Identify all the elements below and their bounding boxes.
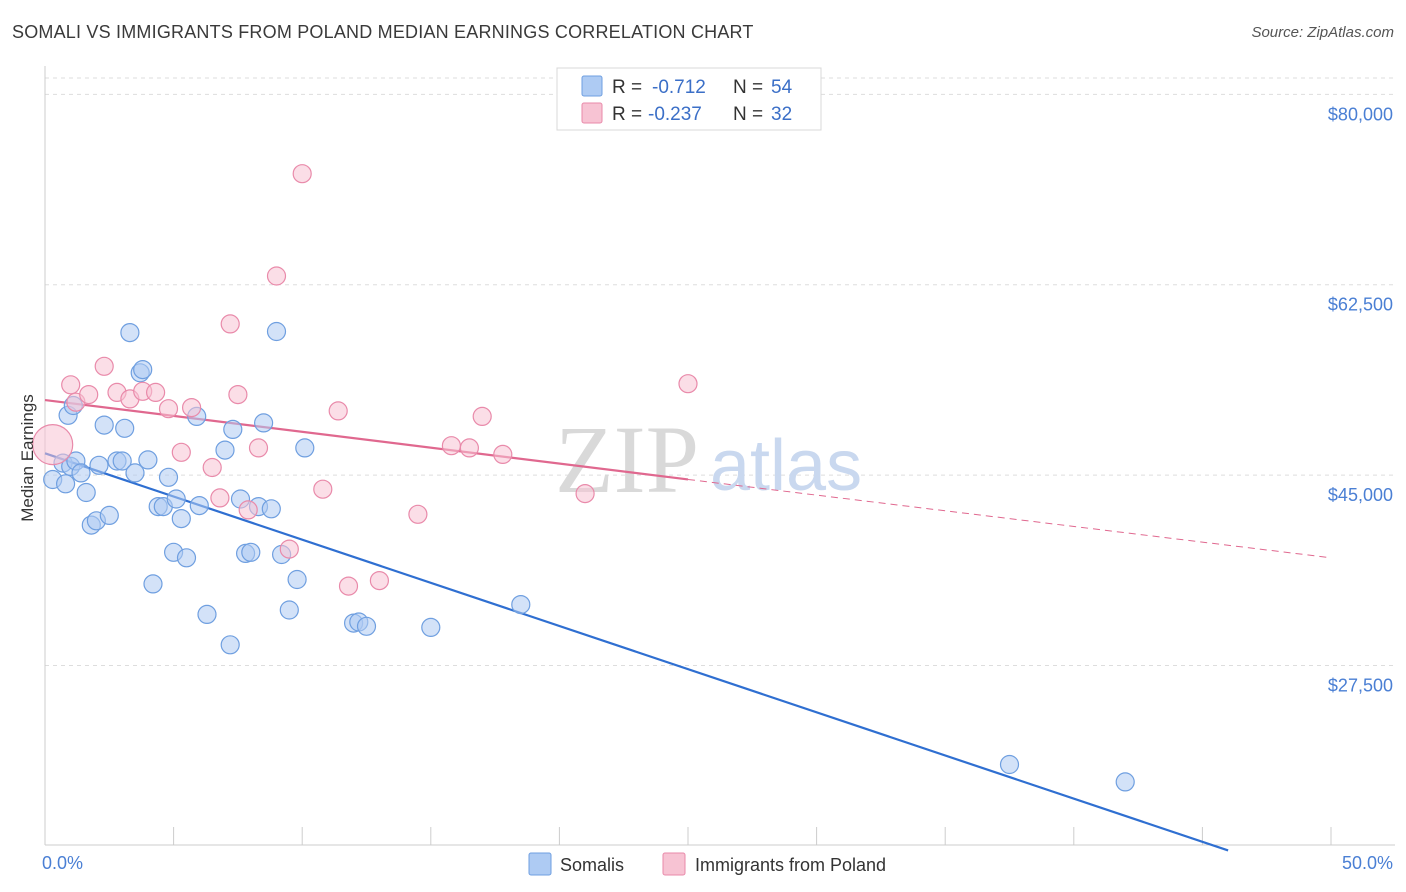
somalis-point xyxy=(189,496,209,516)
poland-point xyxy=(279,539,299,559)
top-legend: R = -0.712 N = 54 R = -0.237 N = 32 xyxy=(556,67,822,131)
trend-lines xyxy=(44,398,1332,852)
somalis-point xyxy=(241,542,261,562)
somalis-point xyxy=(125,463,145,483)
somalis-point xyxy=(158,467,179,487)
poland-point xyxy=(292,164,312,184)
bottom-legend-swatch-poland xyxy=(662,852,686,876)
somalis-point xyxy=(94,415,114,435)
somalis-point xyxy=(279,600,299,620)
poland-point xyxy=(575,484,595,504)
somalis-point xyxy=(133,360,153,380)
watermark-atlas: atlas xyxy=(710,426,862,506)
y-tick-label: $62,500 xyxy=(1328,295,1393,315)
somalis-point xyxy=(197,604,217,625)
poland-point xyxy=(493,444,513,464)
y-tick-label: $80,000 xyxy=(1328,104,1393,124)
legend-r-value-2: -0.237 xyxy=(648,104,702,125)
somalis-point xyxy=(166,489,186,509)
somalis-point xyxy=(421,617,441,638)
legend-r-value-1: -0.712 xyxy=(652,77,706,98)
bottom-legend-label-poland: Immigrants from Poland xyxy=(695,855,886,875)
poland-point xyxy=(369,570,389,591)
poland-point xyxy=(79,385,99,405)
y-tick-label: $45,000 xyxy=(1328,485,1393,505)
data-points xyxy=(32,164,1135,792)
bottom-legend-swatch-somalis xyxy=(528,852,552,876)
poland-point xyxy=(441,436,461,456)
somalis-point xyxy=(55,474,76,494)
somalis-point xyxy=(171,508,191,529)
legend-n-value-2: 32 xyxy=(771,104,792,125)
poland-point xyxy=(459,438,479,458)
somalis-point xyxy=(138,450,158,470)
poland-point xyxy=(338,576,359,596)
legend-n-label-1: N = xyxy=(733,77,763,98)
y-tick-labels: $27,500 $45,000 $62,500 $80,000 xyxy=(1328,104,1393,695)
somalis-point xyxy=(112,451,132,471)
somalis-point xyxy=(115,418,135,438)
poland-point xyxy=(678,374,698,394)
somalis-point xyxy=(254,413,274,433)
legend-r-label-2: R = xyxy=(612,104,642,125)
somalis-point xyxy=(999,754,1020,775)
y-axis-label: Median Earnings xyxy=(18,394,37,522)
legend-swatch-somalis xyxy=(581,75,603,97)
legend-n-label-2: N = xyxy=(733,104,763,125)
poland-point xyxy=(328,401,348,421)
poland-point xyxy=(313,479,333,499)
poland-point xyxy=(210,488,230,508)
poland-point xyxy=(94,356,114,376)
somalis-point xyxy=(99,505,119,526)
somalis-point xyxy=(220,635,240,655)
somalis-point xyxy=(356,616,377,636)
poland-point xyxy=(238,500,258,520)
legend-swatch-poland xyxy=(581,102,603,124)
x-tick-label: 50.0% xyxy=(1342,853,1393,873)
poland-point xyxy=(146,382,166,402)
grid-lines xyxy=(45,77,1395,666)
poland-point xyxy=(32,424,74,466)
somalis-point xyxy=(120,323,140,343)
somalis-trend-line xyxy=(44,452,1229,852)
watermark: ZIP atlas xyxy=(555,406,862,513)
poland-point xyxy=(408,504,428,524)
poland-point xyxy=(158,399,179,419)
legend-n-value-1: 54 xyxy=(771,77,793,98)
somalis-point xyxy=(76,482,96,503)
y-tick-label: $27,500 xyxy=(1328,675,1393,695)
somalis-point xyxy=(295,438,315,458)
poland-point xyxy=(266,266,287,286)
poland-trend-line xyxy=(44,398,689,481)
somalis-point xyxy=(287,569,307,590)
poland-point xyxy=(171,442,191,462)
bottom-legend: Somalis Immigrants from Poland xyxy=(528,852,886,876)
somalis-point xyxy=(266,321,287,342)
somalis-point xyxy=(1115,772,1135,792)
somalis-point xyxy=(511,594,531,615)
bottom-legend-label-somalis: Somalis xyxy=(560,855,624,875)
somalis-point xyxy=(215,440,235,460)
poland-point xyxy=(61,375,81,395)
legend-r-label-1: R = xyxy=(612,77,642,98)
chart-title: SOMALI VS IMMIGRANTS FROM POLAND MEDIAN … xyxy=(12,22,754,42)
somalis-point xyxy=(143,574,163,594)
poland-trend-line xyxy=(687,478,1332,559)
poland-point xyxy=(202,457,222,478)
poland-point xyxy=(248,438,269,458)
chart-source: Source: ZipAtlas.com xyxy=(1251,24,1394,41)
somalis-point xyxy=(223,419,243,439)
poland-point xyxy=(182,398,202,418)
somalis-point xyxy=(89,455,109,475)
poland-point xyxy=(220,314,240,334)
x-tick-label: 0.0% xyxy=(42,853,83,873)
x-tick-labels: 0.0% 50.0% xyxy=(42,853,1393,873)
somalis-point xyxy=(71,463,91,483)
somalis-point xyxy=(176,548,197,568)
poland-point xyxy=(228,385,248,405)
somalis-point xyxy=(261,499,281,519)
poland-point xyxy=(472,406,492,426)
